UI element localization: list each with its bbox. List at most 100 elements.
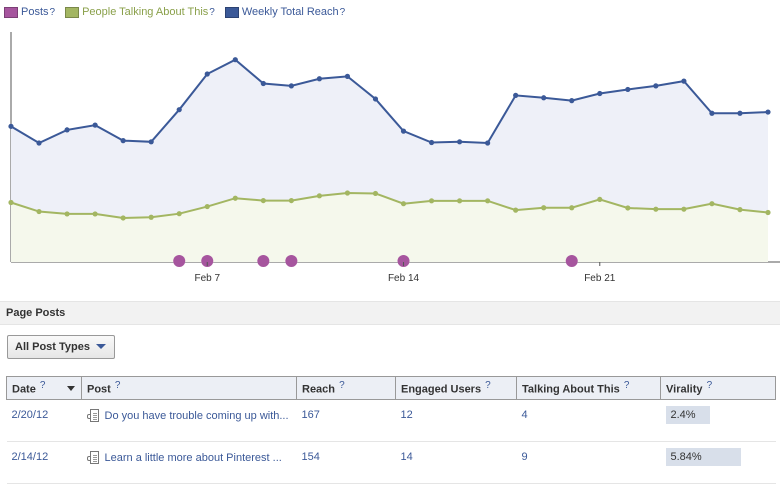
legend-item-talking[interactable]: People Talking About This ?	[65, 6, 215, 18]
talking-point-7	[204, 203, 210, 210]
talking-point-27	[765, 209, 771, 216]
talking-point-6	[176, 211, 182, 217]
talking-point-17	[485, 198, 491, 204]
talking-point-15	[428, 198, 435, 204]
help-icon[interactable]: ?	[706, 380, 713, 392]
reach-point-23	[653, 83, 659, 89]
post-reach[interactable]: 167	[296, 399, 396, 442]
talking-point-8	[232, 195, 238, 201]
reach-point-25	[709, 110, 715, 116]
reach-point-6	[176, 107, 182, 113]
talking-point-3	[92, 211, 98, 217]
talking-point-22	[625, 205, 631, 211]
status-update-icon	[86, 451, 101, 465]
help-icon[interactable]: ?	[39, 380, 46, 392]
legend-item-posts[interactable]: Posts ?	[4, 6, 55, 18]
talking-point-1	[36, 208, 42, 215]
post-talking-about[interactable]: 9	[516, 441, 661, 484]
talking-point-5	[148, 214, 154, 220]
talking-point-4	[120, 215, 126, 221]
talking-point-14	[400, 201, 407, 207]
status-update-icon	[86, 409, 101, 423]
legend-label-posts: Posts	[21, 6, 49, 18]
talking-line	[10, 191, 769, 219]
reach-point-11	[316, 76, 323, 82]
column-header-talking-about-this[interactable]: Talking About This ?	[516, 376, 661, 400]
post-text: Do you have trouble coming up with...	[104, 410, 289, 422]
column-label: Engaged Users	[401, 383, 482, 396]
reach-point-21	[597, 90, 603, 97]
help-icon[interactable]: ?	[209, 6, 215, 18]
help-icon[interactable]: ?	[49, 6, 56, 18]
reach-point-5	[148, 139, 154, 145]
reach-point-4	[120, 138, 126, 144]
legend-label-reach: Weekly Total Reach	[241, 6, 339, 18]
page-posts-header: Page Posts	[0, 301, 780, 325]
post-marker-2[interactable]	[257, 255, 270, 267]
legend-label-talking: People Talking About This	[82, 6, 209, 18]
posts-table: Date ? Post ? Reach ? Engaged Users ? Ta…	[6, 376, 776, 484]
column-label: Date	[12, 383, 36, 396]
post-marker-0[interactable]	[173, 255, 186, 267]
talking-point-23	[653, 206, 659, 212]
post-date[interactable]: 2/20/12	[6, 399, 82, 442]
post-engaged-users[interactable]: 12	[395, 399, 517, 442]
column-header-date[interactable]: Date ?	[6, 376, 82, 400]
post-marker-4[interactable]	[397, 255, 410, 267]
reach-point-17	[485, 140, 491, 146]
reach-point-14	[400, 128, 407, 134]
reach-point-16	[456, 139, 463, 145]
talking-area	[11, 192, 768, 262]
column-header-engaged-users[interactable]: Engaged Users ?	[395, 376, 517, 400]
help-icon[interactable]: ?	[485, 380, 491, 392]
reach-point-12	[344, 73, 351, 79]
post-marker-1[interactable]	[201, 255, 214, 267]
column-label: Virality	[666, 383, 703, 396]
post-cell: Learn a little more about Pinterest ...	[81, 441, 297, 484]
reach-point-7	[204, 71, 210, 77]
reach-point-2	[64, 127, 70, 133]
help-icon[interactable]: ?	[339, 380, 345, 392]
post-link[interactable]: Do you have trouble coming up with...	[86, 409, 292, 423]
column-header-reach[interactable]: Reach ?	[296, 376, 396, 400]
help-icon[interactable]: ?	[114, 380, 121, 392]
virality-bar: 5.84%	[665, 448, 741, 466]
legend-swatch-talking	[65, 6, 80, 18]
post-date[interactable]: 2/14/12	[6, 441, 82, 484]
post-link[interactable]: Learn a little more about Pinterest ...	[86, 451, 292, 465]
reach-point-3	[92, 122, 98, 128]
reach-point-26	[737, 110, 743, 116]
help-icon[interactable]: ?	[623, 380, 630, 392]
column-header-virality[interactable]: Virality ?	[660, 376, 776, 400]
post-reach[interactable]: 154	[296, 441, 396, 484]
reach-point-18	[513, 92, 519, 98]
post-talking-about[interactable]: 4	[516, 399, 661, 442]
column-header-post[interactable]: Post ?	[81, 376, 297, 400]
post-type-filter[interactable]: All Post Types	[7, 335, 115, 359]
legend-item-reach[interactable]: Weekly Total Reach ?	[224, 6, 346, 18]
x-tick-label-2: Feb 21	[584, 273, 616, 284]
reach-point-27	[765, 109, 771, 115]
talking-point-25	[709, 201, 715, 207]
talking-point-12	[344, 190, 351, 196]
post-marker-3[interactable]	[285, 255, 298, 267]
talking-point-16	[456, 198, 463, 204]
column-label: Reach	[302, 383, 336, 396]
help-icon[interactable]: ?	[339, 6, 346, 18]
legend-swatch-posts	[4, 6, 18, 18]
post-engaged-users[interactable]: 14	[395, 441, 517, 484]
reach-point-9	[260, 80, 266, 87]
reach-point-19	[541, 95, 547, 101]
talking-point-19	[541, 205, 547, 211]
sort-desc-icon[interactable]	[67, 386, 75, 391]
talking-point-9	[260, 197, 266, 204]
reach-point-13	[372, 96, 379, 102]
talking-point-18	[513, 207, 519, 213]
column-label: Post	[87, 383, 111, 396]
reach-point-20	[569, 98, 575, 104]
reach-point-10	[288, 83, 294, 89]
section-title: Page Posts	[6, 307, 66, 319]
table-row: 2/20/12 Do you have trouble coming up wi…	[6, 399, 776, 442]
post-marker-5[interactable]	[565, 255, 578, 267]
reach-point-22	[625, 86, 631, 93]
